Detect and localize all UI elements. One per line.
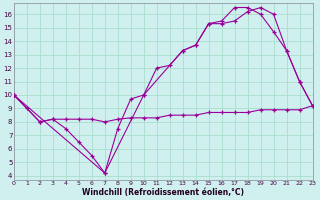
- X-axis label: Windchill (Refroidissement éolien,°C): Windchill (Refroidissement éolien,°C): [82, 188, 244, 197]
